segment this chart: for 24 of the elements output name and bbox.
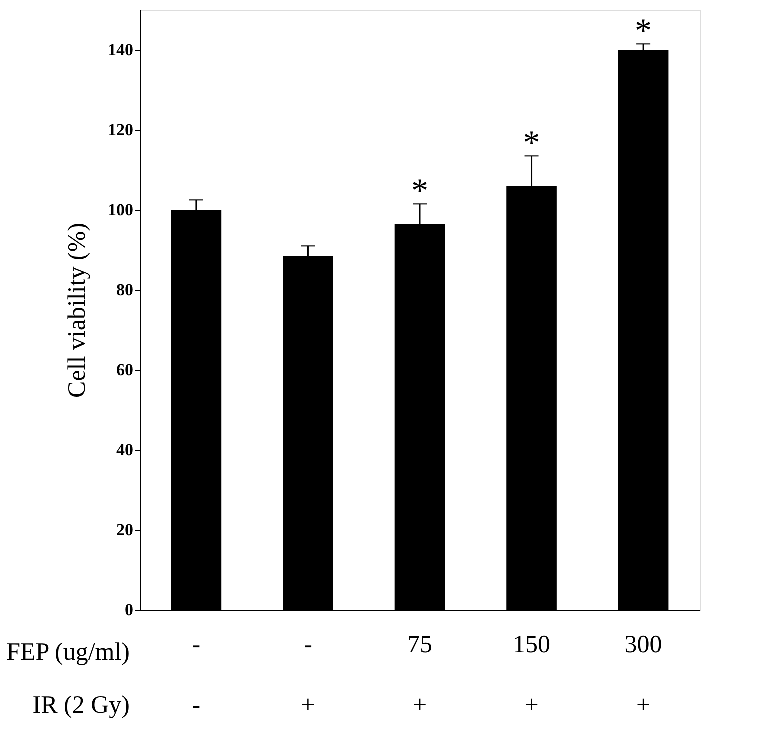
- y-tick-label: 100: [108, 200, 134, 220]
- text: +: [636, 692, 651, 719]
- x-tick-label: 150: [513, 632, 551, 658]
- text: +: [412, 692, 428, 719]
- text: IR (2 Gy): [32, 692, 130, 719]
- annotation: *: [523, 125, 540, 162]
- y-tick-label: 80: [116, 280, 134, 300]
- y-tick-label: 20: [116, 520, 134, 540]
- y-tick-label: 120: [108, 120, 134, 140]
- x-tick-label: 300: [624, 632, 662, 658]
- annotation: *: [635, 13, 652, 50]
- text: +: [301, 692, 316, 719]
- text: +: [524, 692, 539, 719]
- y-tick-label: 60: [116, 360, 134, 380]
- y-tick-label: 140: [108, 40, 134, 60]
- x-tick-label: 75: [408, 632, 432, 658]
- x-tick-label: -: [192, 632, 201, 658]
- y-tick-label: 40: [116, 440, 134, 460]
- x-tick-label: -: [304, 632, 312, 658]
- text: -: [192, 692, 201, 719]
- annotation: *: [412, 173, 428, 210]
- y-tick-label: 0: [125, 600, 134, 620]
- y-axis-title: Cell viability (%): [64, 223, 91, 398]
- text: FEP (ug/ml): [6, 639, 130, 666]
